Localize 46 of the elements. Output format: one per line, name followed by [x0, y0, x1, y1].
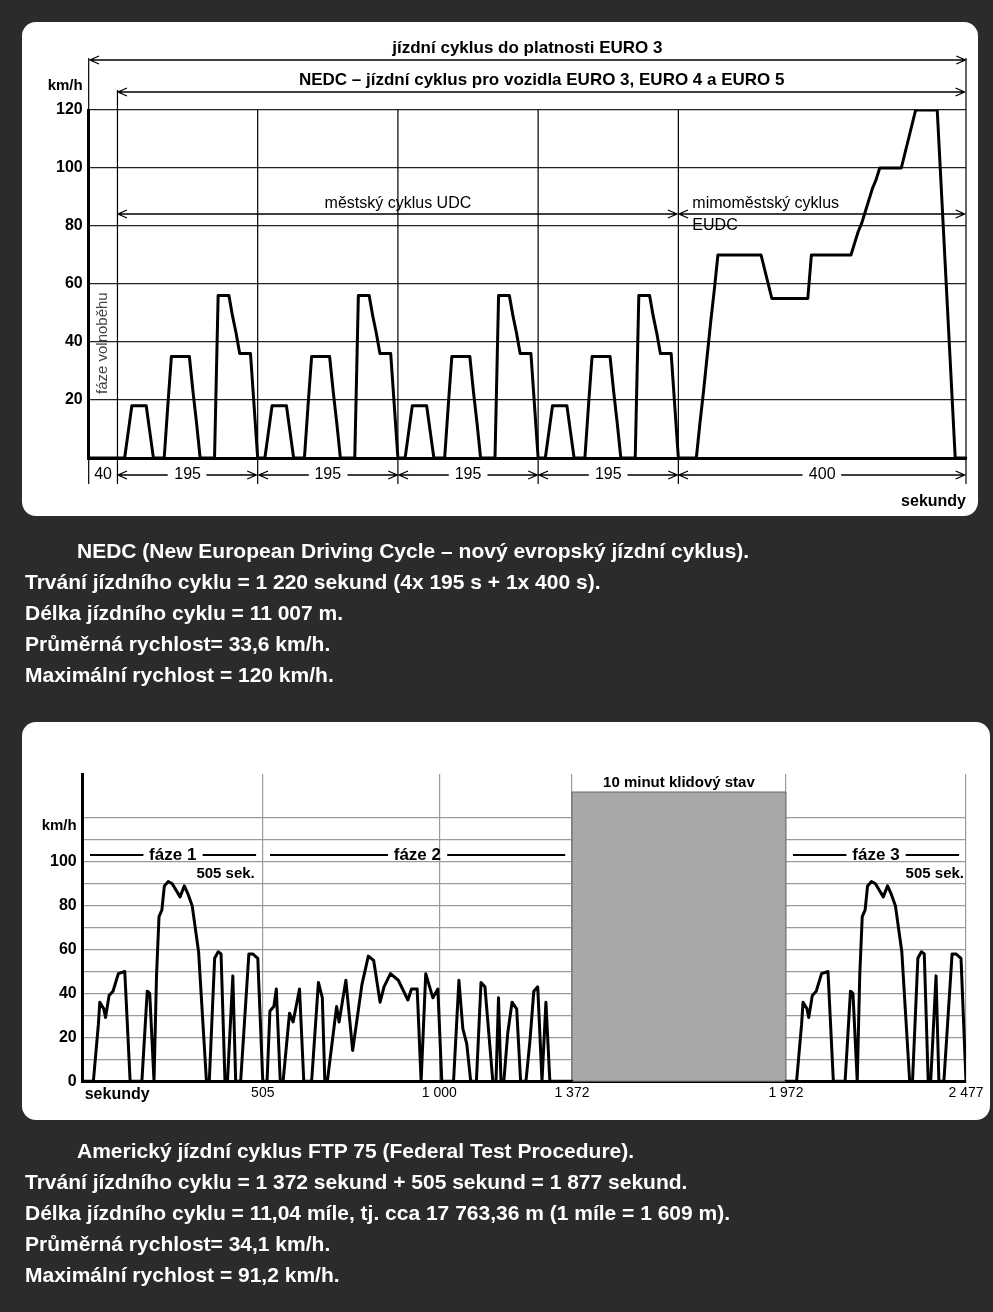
annotation: fáze 1: [149, 844, 197, 864]
annotation: fáze 3: [852, 844, 900, 864]
annotation: 505 sek.: [905, 863, 964, 881]
text: 195: [454, 465, 482, 483]
band-label: 10 minut klidový stav: [603, 772, 756, 790]
text: Délka jízdního cyklu = 11 007 m.: [25, 600, 345, 626]
text: NEDC (New European Driving Cycle – nový evropský jízdní cyklus).: [76, 538, 750, 564]
text: Trvání jízdního cyklu = 1 372 sekund + 505 sekund = 1 877 sekund.: [25, 1169, 689, 1195]
y-tick-label: 100: [49, 852, 77, 870]
x-axis-title: sekundy: [84, 1084, 150, 1102]
y-tick-label: 120: [55, 100, 83, 118]
x-tick-label: 1 972: [768, 1084, 804, 1101]
y-tick-label: 80: [64, 216, 83, 234]
y-tick-label: 60: [58, 939, 77, 957]
text: Maximální rychlost = 120 km/h.: [25, 662, 335, 688]
x-tick-label: 1 372: [554, 1084, 590, 1101]
text: 195: [314, 465, 342, 483]
x-axis-title: sekundy: [901, 492, 967, 510]
y-tick-label: 80: [58, 896, 77, 914]
annotation: fáze 2: [393, 844, 441, 864]
text: Délka jízdního cyklu = 11,04 míle, tj. cca 17 763,36 m (1 míle = 1 609 m).: [25, 1200, 731, 1226]
annotation: 505 sek.: [196, 863, 255, 881]
x-tick-label: 1 000: [421, 1084, 458, 1101]
y-tick-label: 40: [58, 983, 77, 1001]
text: jízdní cyklus do platnosti EURO 3: [391, 38, 663, 58]
text: Trvání jízdního cyklu = 1 220 sekund (4x 195 s + 1x 400 s).: [25, 569, 602, 595]
x-tick-label: 505: [251, 1084, 275, 1101]
text: Americký jízdní cyklus FTP 75 (Federal Test Procedure).: [76, 1138, 636, 1164]
x-tick-label: 2 477: [948, 1084, 984, 1101]
text: Průměrná rychlost= 34,1 km/h.: [25, 1231, 332, 1257]
y-tick-label: 100: [55, 158, 83, 176]
y-tick-label: 20: [58, 1027, 77, 1045]
text: 400: [808, 465, 836, 483]
text: NEDC – jízdní cyklus pro vozidla EURO 3, EURO 4 a EURO 5: [298, 70, 785, 90]
y-tick-label: 40: [64, 332, 83, 350]
text: Maximální rychlost = 91,2 km/h.: [25, 1262, 341, 1288]
text: 195: [594, 465, 622, 483]
y-tick-label: 0: [67, 1071, 77, 1089]
text: 40: [94, 465, 113, 483]
y-axis-title: km/h: [47, 76, 83, 94]
y-tick-label: 60: [64, 274, 83, 292]
text: 195: [174, 465, 202, 483]
y-tick-label: 20: [64, 390, 83, 408]
y-axis-title: km/h: [41, 816, 77, 834]
annotation: fáze volnoběhu: [93, 292, 111, 395]
text: Průměrná rychlost= 33,6 km/h.: [25, 631, 332, 657]
